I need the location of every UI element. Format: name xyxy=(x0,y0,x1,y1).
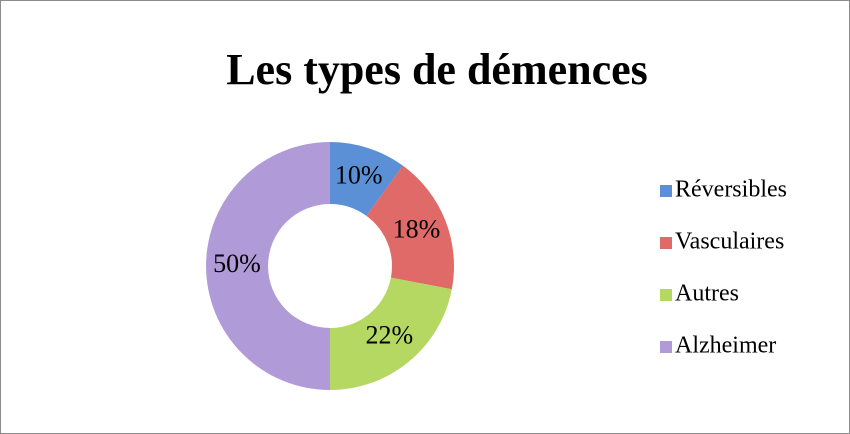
donut-slice xyxy=(330,277,452,390)
data-label: 22% xyxy=(365,321,413,350)
legend-swatch xyxy=(660,237,672,249)
legend-label: Autres xyxy=(675,281,739,307)
data-label: 10% xyxy=(335,161,383,190)
data-label: 50% xyxy=(213,249,261,278)
donut-slice xyxy=(366,165,454,290)
donut-slice xyxy=(330,142,403,216)
legend-swatch xyxy=(660,289,672,301)
legend-label: Alzheimer xyxy=(675,333,776,359)
data-label: 18% xyxy=(393,215,441,244)
legend-swatch xyxy=(660,341,672,353)
donut-slice xyxy=(206,142,330,390)
legend-swatch xyxy=(660,185,672,197)
chart-title: Les types de démences xyxy=(226,45,648,94)
legend-label: Réversibles xyxy=(675,177,787,203)
legend-label: Vasculaires xyxy=(675,229,784,255)
